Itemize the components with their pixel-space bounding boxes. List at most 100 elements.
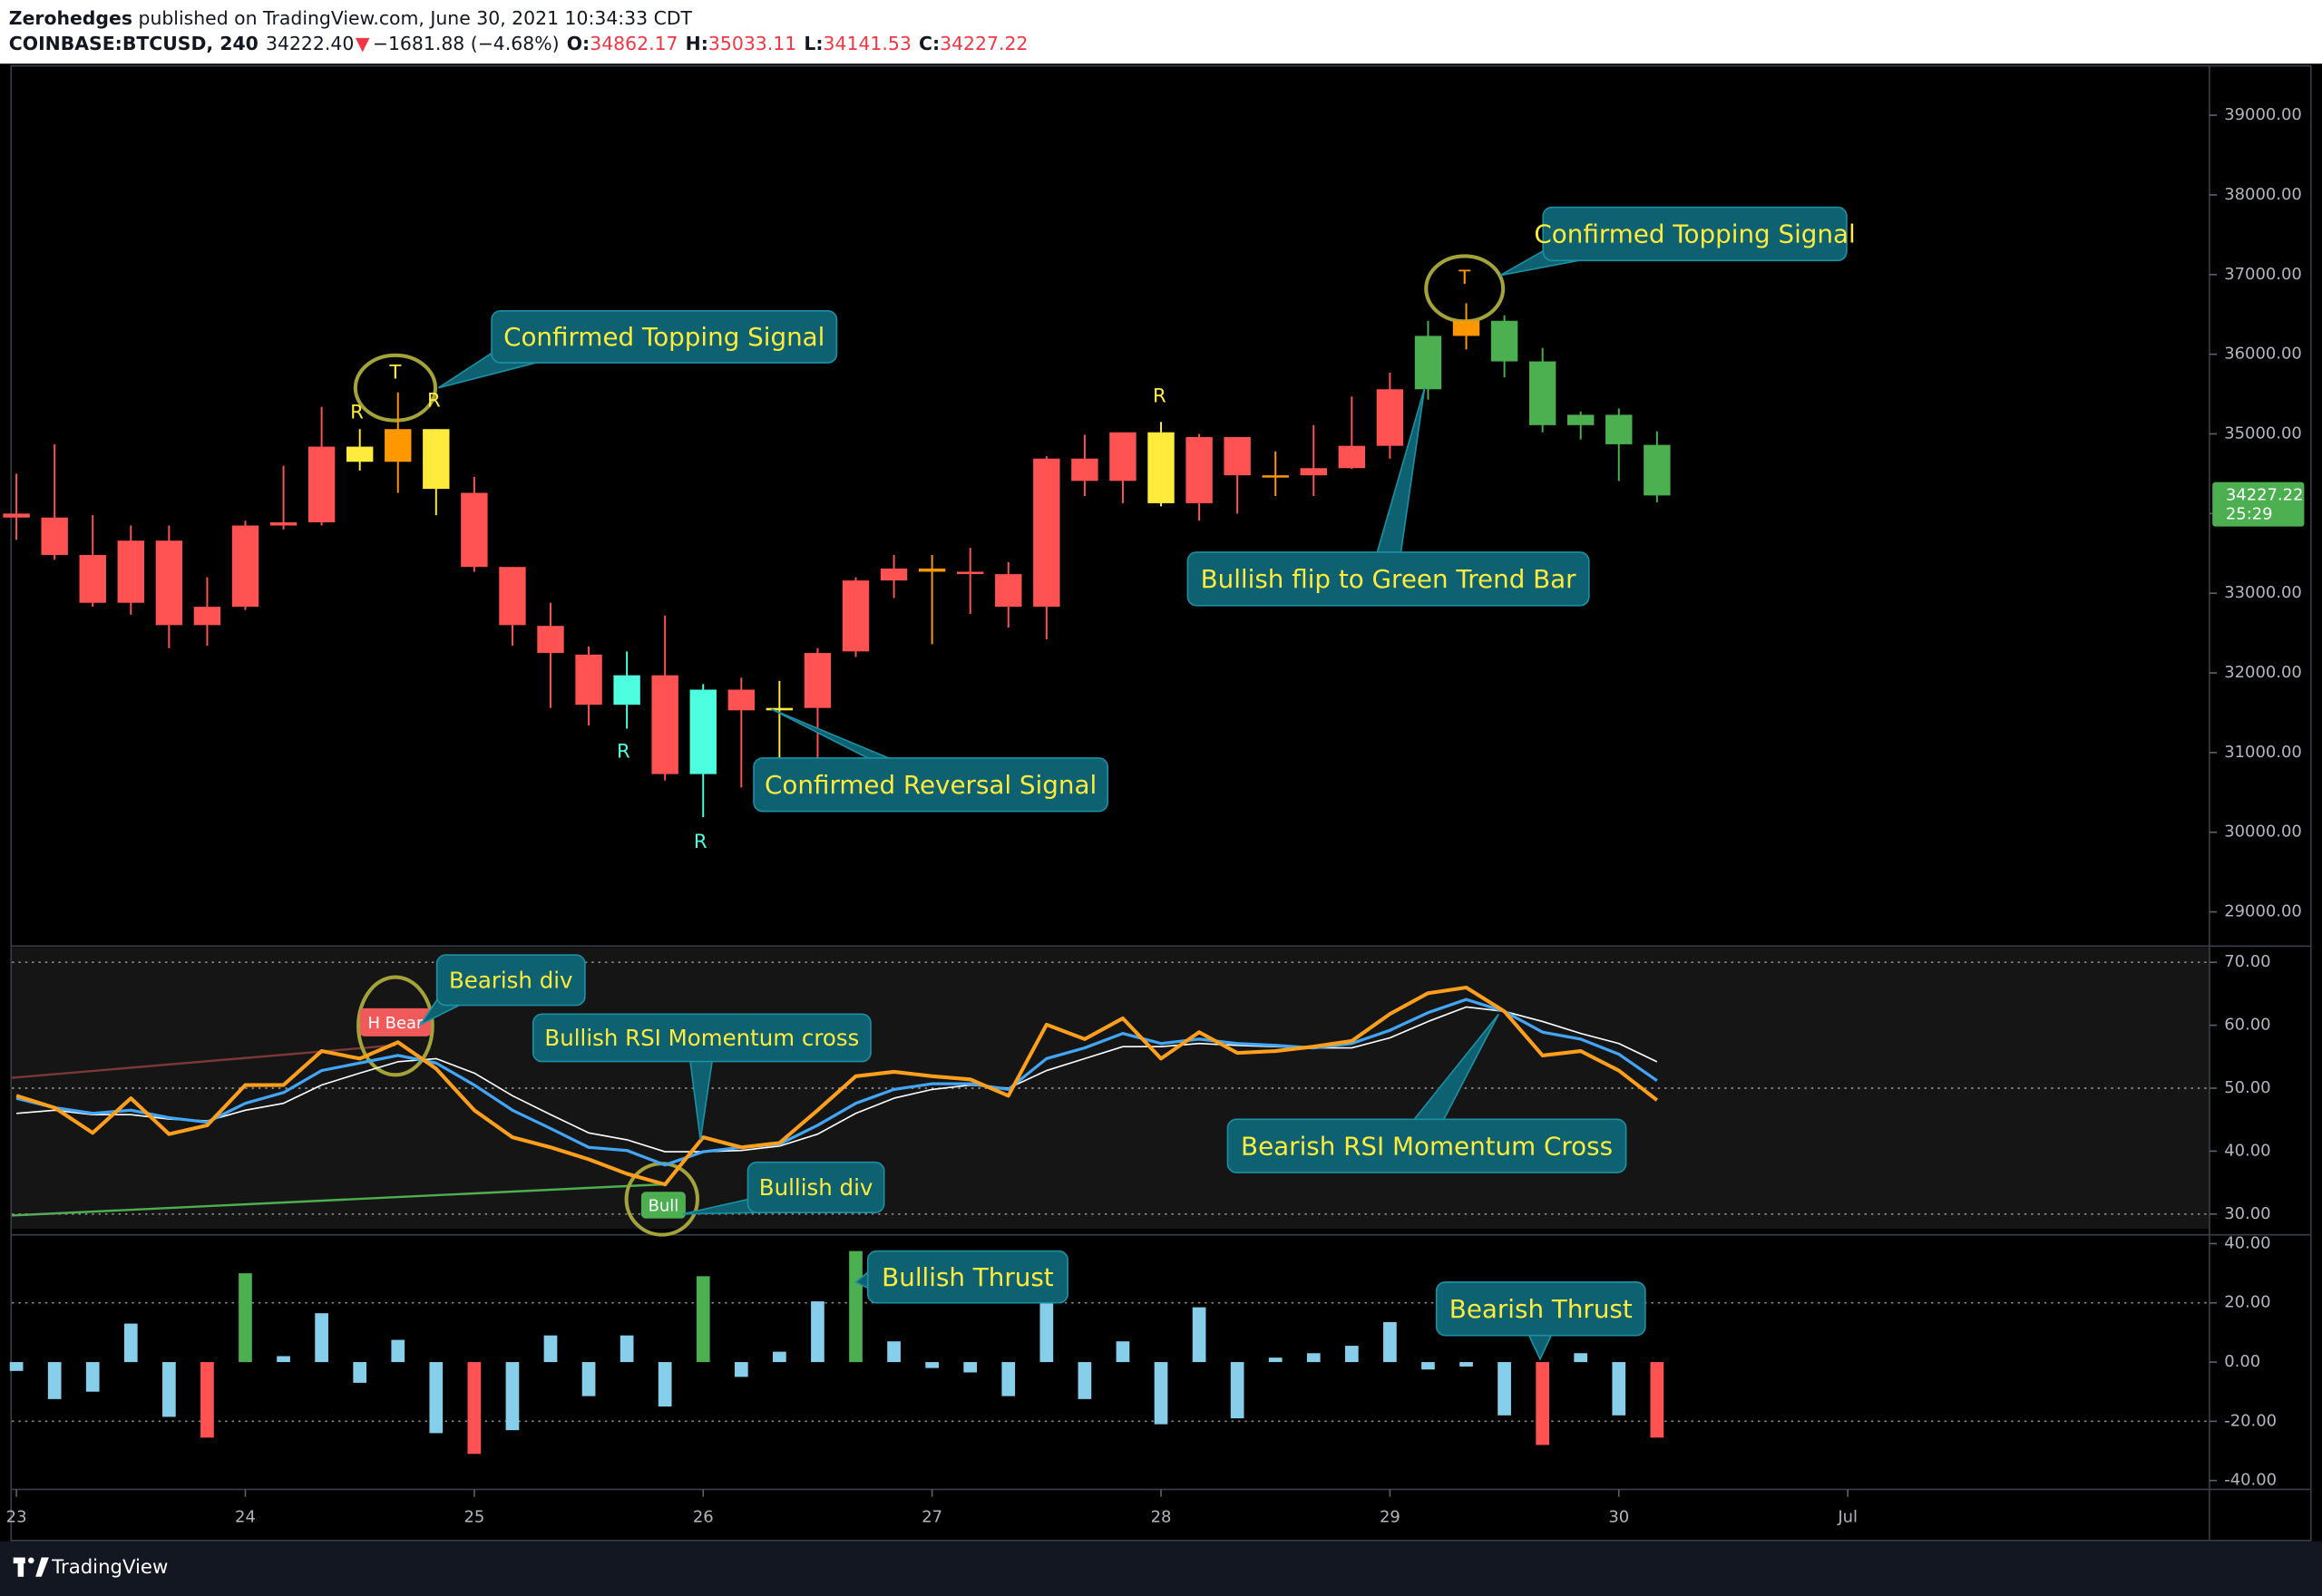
x-tick-label: 24 <box>235 1507 256 1526</box>
candle-body <box>385 429 412 462</box>
histogram-bar <box>85 1362 100 1392</box>
divergence-label: H Bear <box>367 1014 424 1033</box>
symbol-line: COINBASE:BTCUSD, 240 34222.40 ▼ −1681.88 (−… <box>9 33 1029 54</box>
y-tick-label: 29000.00 <box>2224 902 2302 921</box>
y-tick-label: 33000.00 <box>2224 583 2302 602</box>
x-tick-label: 29 <box>1380 1507 1400 1526</box>
candle-body <box>727 689 756 711</box>
histogram-bar <box>1078 1362 1092 1399</box>
change: −1681.88 (−4.68%) <box>373 33 560 54</box>
candle-body <box>1262 475 1289 478</box>
candle-body <box>1033 458 1060 608</box>
rsi-line <box>15 998 1658 1167</box>
candle-body <box>575 654 602 706</box>
candle-body <box>41 517 68 556</box>
candle-body <box>1567 414 1595 425</box>
histogram-bar <box>925 1362 939 1368</box>
candle-body <box>1147 432 1175 503</box>
x-tick-label: Jul <box>1837 1507 1858 1526</box>
histogram-bar <box>505 1362 520 1431</box>
histogram-bar <box>429 1362 444 1434</box>
x-tick-label: 25 <box>463 1507 484 1526</box>
candle-body <box>499 567 526 626</box>
open-value: 34862.17 <box>590 33 678 54</box>
histogram-bar <box>849 1251 863 1363</box>
candle-body <box>193 607 221 626</box>
logo-part <box>13 1557 25 1564</box>
callout-box <box>1226 1118 1627 1173</box>
y-tick-label: 40.00 <box>2224 1233 2270 1252</box>
histogram-bar <box>1116 1341 1130 1363</box>
callout-box <box>1186 551 1590 607</box>
histogram-bar <box>315 1313 328 1363</box>
histogram-bar <box>543 1335 558 1363</box>
signal-marker: R <box>350 402 364 424</box>
candle-body <box>346 446 374 462</box>
candle-body <box>880 568 908 581</box>
candle-body <box>1528 361 1556 425</box>
histogram-bar <box>811 1301 824 1363</box>
histogram-bar <box>1574 1353 1588 1363</box>
histogram-bar <box>1001 1362 1016 1396</box>
histogram-bar <box>1612 1362 1626 1416</box>
divergence-label: Bull <box>649 1197 679 1216</box>
price-tag-countdown: 25:29 <box>2226 505 2273 524</box>
callout-text: Confirmed Topping Signal <box>503 322 824 352</box>
histogram-bar <box>1383 1321 1397 1363</box>
histogram-bar <box>581 1362 596 1396</box>
candle-body <box>1376 389 1404 446</box>
divergence-label-box <box>359 1007 432 1036</box>
histogram-bar <box>277 1356 290 1363</box>
divergence-label-box <box>640 1192 686 1219</box>
high-label: H: <box>686 33 708 54</box>
candle-body <box>231 525 259 608</box>
frame <box>10 64 2312 1542</box>
low-label: L: <box>804 33 823 54</box>
candle-body <box>1185 436 1213 503</box>
callout-box <box>1435 1281 1646 1337</box>
signal-marker: T <box>388 361 402 384</box>
callout-box <box>435 954 586 1007</box>
histogram-bar <box>658 1362 672 1407</box>
callout-text: Bullish div <box>759 1174 873 1201</box>
candle-body <box>1414 336 1442 390</box>
signal-marker: T <box>1458 267 1471 289</box>
x-tick-label: 27 <box>922 1507 942 1526</box>
candle-body <box>918 568 946 572</box>
candle-body <box>1109 432 1137 482</box>
candle-body <box>689 689 717 774</box>
callout-text: Bullish Thrust <box>882 1262 1054 1292</box>
callout-box <box>866 1250 1068 1304</box>
logo-part <box>17 1563 24 1577</box>
y-tick-label: 0.00 <box>2224 1352 2260 1371</box>
histogram-bar <box>200 1362 214 1438</box>
pane-frame <box>10 64 2312 1542</box>
publish-line: Zerohedges published on TradingView.com, … <box>9 7 693 29</box>
histogram-bar <box>239 1273 252 1363</box>
candle-body <box>1605 414 1633 444</box>
y-tick-label: 30000.00 <box>2224 822 2302 842</box>
candle-body <box>269 522 298 526</box>
histogram-bar <box>1154 1362 1168 1425</box>
symbol: COINBASE:BTCUSD, 240 <box>9 33 259 54</box>
callout-box <box>532 1013 872 1063</box>
callout-box <box>491 310 838 364</box>
candle-body <box>423 429 450 490</box>
y-tick-label: 30.00 <box>2224 1204 2270 1223</box>
candle-body <box>155 540 183 626</box>
x-tick-label: 28 <box>1151 1507 1172 1526</box>
candle-body <box>1338 445 1366 469</box>
candle-body <box>461 492 488 568</box>
callout-text: Confirmed Topping Signal <box>1534 219 1855 249</box>
y-tick-label: 39000.00 <box>2224 105 2302 124</box>
logo-part <box>35 1557 49 1577</box>
histogram-bar <box>1344 1346 1359 1363</box>
rsi-line <box>15 985 1659 1187</box>
low-value: 34141.53 <box>824 33 912 54</box>
histogram-bar <box>1536 1362 1550 1445</box>
header-bar <box>0 0 2322 64</box>
author: Zerohedges <box>9 7 132 29</box>
y-tick-label: 38000.00 <box>2224 185 2302 204</box>
y-tick-label: 35000.00 <box>2224 423 2302 443</box>
